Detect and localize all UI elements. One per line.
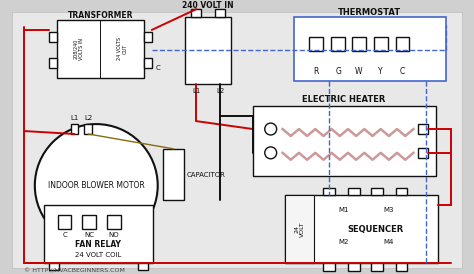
Bar (144, 32, 152, 42)
Text: L1: L1 (70, 115, 79, 121)
Circle shape (265, 123, 277, 135)
Circle shape (265, 147, 277, 159)
Text: THERMOSTAT: THERMOSTAT (338, 8, 401, 17)
Text: C: C (155, 65, 160, 71)
Bar (310, 37, 323, 51)
Text: L1: L1 (192, 89, 201, 94)
Text: C: C (400, 67, 405, 76)
Bar (56, 20, 144, 78)
Text: CAPACITOR: CAPACITOR (186, 172, 225, 178)
Text: M3: M3 (383, 207, 394, 213)
Text: NC: NC (84, 232, 94, 238)
Bar (396, 187, 408, 195)
Bar (352, 37, 366, 51)
Bar (371, 187, 383, 195)
Bar (71, 124, 78, 134)
Text: FAN RELAY: FAN RELAY (75, 241, 121, 250)
Text: 240 VOLT IN: 240 VOLT IN (182, 1, 234, 10)
Text: TRANSFORMER: TRANSFORMER (67, 11, 133, 19)
Bar (163, 149, 184, 200)
Text: 208/240
VOLTS IN: 208/240 VOLTS IN (73, 38, 84, 60)
Bar (49, 263, 59, 270)
Bar (82, 215, 96, 229)
Bar (49, 32, 56, 42)
Text: 24
VOLT: 24 VOLT (294, 221, 305, 237)
Text: 24 VOLTS
OUT: 24 VOLTS OUT (117, 37, 128, 60)
Text: 24 VOLT COIL: 24 VOLT COIL (75, 252, 121, 258)
Bar (323, 187, 335, 195)
Bar (294, 17, 446, 81)
Text: C: C (62, 232, 67, 238)
Bar (374, 37, 388, 51)
Bar (138, 263, 148, 270)
Text: L2: L2 (216, 89, 224, 94)
Bar (185, 17, 231, 84)
Text: SEQUENCER: SEQUENCER (347, 225, 404, 234)
Bar (215, 9, 225, 17)
Bar (396, 263, 408, 271)
Text: R: R (314, 67, 319, 76)
Bar (331, 37, 345, 51)
Bar (284, 195, 438, 263)
Bar (58, 215, 72, 229)
Bar (284, 195, 314, 263)
Bar (144, 58, 152, 68)
Bar (44, 205, 153, 263)
Text: W: W (355, 67, 363, 76)
Bar (49, 58, 56, 68)
Bar (191, 9, 201, 17)
Bar (323, 263, 335, 271)
Bar (419, 124, 428, 134)
Bar (419, 148, 428, 158)
Bar (348, 263, 360, 271)
Text: G: G (335, 67, 341, 76)
Text: © HTTP://HVACBEGINNERS.COM: © HTTP://HVACBEGINNERS.COM (24, 268, 125, 273)
Text: L2: L2 (84, 115, 92, 121)
Text: M4: M4 (383, 239, 394, 245)
Bar (253, 106, 436, 176)
Text: M1: M1 (339, 207, 349, 213)
Circle shape (35, 124, 158, 247)
Text: ELECTRIC HEATER: ELECTRIC HEATER (302, 95, 386, 104)
Text: M2: M2 (339, 239, 349, 245)
Text: NO: NO (109, 232, 119, 238)
Bar (396, 37, 410, 51)
Bar (84, 124, 92, 134)
Text: INDOOR BLOWER MOTOR: INDOOR BLOWER MOTOR (48, 181, 145, 190)
Bar (107, 215, 121, 229)
Bar (348, 187, 360, 195)
Text: Y: Y (378, 67, 383, 76)
Bar (371, 263, 383, 271)
